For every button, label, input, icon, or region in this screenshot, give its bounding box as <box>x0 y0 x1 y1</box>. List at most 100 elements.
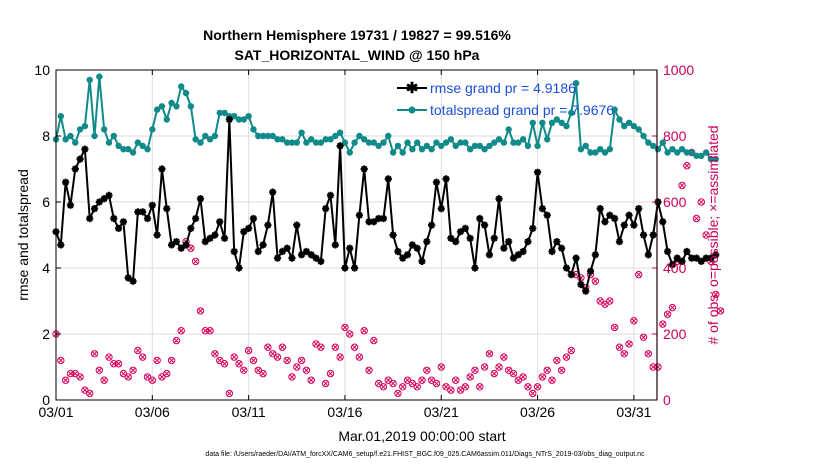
totalspread-point <box>211 132 219 140</box>
rmse-point <box>514 251 522 259</box>
obs-possible-marker <box>423 366 431 374</box>
totalspread-point <box>640 132 647 140</box>
obs-assimilated-marker <box>428 377 435 383</box>
legend-spread-marker <box>408 106 416 114</box>
chart-subtitle: SAT_HORIZONTAL_WIND @ 150 hPa <box>235 47 480 63</box>
y-right-tick-label: 0 <box>663 392 671 408</box>
rmse-point <box>225 115 233 124</box>
rmse-point <box>312 254 320 262</box>
obs-assimilated-marker <box>323 380 329 387</box>
totalspread-point <box>129 149 137 156</box>
totalspread-point <box>428 146 435 153</box>
obs-possible-marker <box>529 389 537 398</box>
obs-assimilated-marker <box>130 367 136 373</box>
totalspread-point <box>303 139 310 146</box>
obs-assimilated-marker <box>544 367 550 373</box>
totalspread-point <box>442 139 450 146</box>
totalspread-point <box>178 83 185 90</box>
obs-count-point <box>225 389 234 398</box>
obs-possible-marker <box>480 363 489 371</box>
rmse-point <box>206 234 214 242</box>
totalspread-point <box>423 142 431 150</box>
rmse-point <box>115 224 123 232</box>
rmse-point <box>105 191 113 199</box>
rmse-point <box>317 257 325 265</box>
obs-count-point <box>625 340 633 348</box>
rmse-point <box>143 214 152 223</box>
obs-count-point <box>485 350 494 358</box>
rmse-point <box>620 221 628 229</box>
totalspread-point <box>163 116 170 123</box>
obs-count-point <box>697 198 706 206</box>
totalspread-point <box>259 132 267 140</box>
data-file-footnote: data file: /Users/raeder/DAI/ATM_forcXX/… <box>205 451 645 458</box>
obs-assimilated-marker <box>636 271 642 278</box>
rmse-point <box>375 214 383 223</box>
obs-count-point <box>610 323 619 332</box>
obs-possible-marker <box>591 277 600 285</box>
obs-count-point <box>524 383 532 391</box>
totalspread-point <box>269 132 276 140</box>
obs-count-point <box>317 343 325 351</box>
rmse-point <box>220 234 229 242</box>
obs-assimilated-marker <box>255 367 261 373</box>
obs-possible-marker <box>606 297 614 305</box>
totalspread-point <box>139 142 146 150</box>
obs-count-point <box>288 373 296 381</box>
obs-assimilated-marker <box>241 367 247 373</box>
x-tick-label: 03/16 <box>327 404 362 420</box>
obs-assimilated-marker <box>520 374 526 380</box>
totalspread-point <box>336 129 344 136</box>
obs-possible-marker <box>187 244 195 252</box>
obs-count-point <box>466 373 474 381</box>
totalspread-point <box>134 139 142 146</box>
rmse-point <box>500 244 508 252</box>
obs-count-point <box>678 181 686 190</box>
rmse-point <box>365 218 373 226</box>
rmse-point <box>90 205 99 213</box>
obs-assimilated-marker <box>501 354 507 360</box>
totalspread-point <box>197 139 204 146</box>
totalspread-point <box>606 146 614 153</box>
obs-possible-marker <box>235 360 243 368</box>
obs-assimilated-marker <box>140 354 146 360</box>
rmse-point <box>413 244 421 252</box>
obs-possible-marker <box>461 383 470 391</box>
obs-possible-marker <box>273 353 282 361</box>
obs-possible-marker <box>543 366 551 374</box>
totalspread-point <box>418 146 426 153</box>
totalspread-point <box>491 139 498 146</box>
totalspread-point <box>433 139 440 146</box>
totalspread-point <box>96 73 103 80</box>
obs-possible-marker <box>466 373 474 381</box>
rmse-point <box>591 251 599 259</box>
obs-count-point <box>370 336 378 345</box>
obs-possible-marker <box>490 369 498 378</box>
x-tick-label: 03/31 <box>616 404 651 420</box>
rmse-point <box>264 221 272 229</box>
obs-possible-marker <box>630 317 638 325</box>
obs-possible-marker <box>500 353 508 361</box>
rmse-point <box>66 201 75 209</box>
obs-assimilated-marker <box>356 354 363 360</box>
obs-count-point <box>490 369 498 378</box>
obs-possible-marker <box>95 366 104 374</box>
obs-count-point <box>452 376 460 384</box>
obs-count-point <box>663 310 672 318</box>
obs-count-point <box>350 343 359 351</box>
rmse-point <box>177 244 185 252</box>
totalspread-point <box>202 132 209 140</box>
obs-possible-marker <box>129 366 137 374</box>
rmse-point <box>442 175 450 183</box>
totalspread-point <box>698 152 705 159</box>
obs-assimilated-marker <box>443 384 449 390</box>
totalspread-point <box>283 139 291 146</box>
totalspread-point <box>230 113 238 120</box>
totalspread-point <box>86 76 93 84</box>
totalspread-point <box>120 146 127 153</box>
obs-possible-marker <box>553 356 561 365</box>
rmse-point <box>673 254 681 262</box>
totalspread-point <box>346 149 353 156</box>
totalspread-point <box>409 146 416 153</box>
obs-possible-marker <box>389 379 397 388</box>
